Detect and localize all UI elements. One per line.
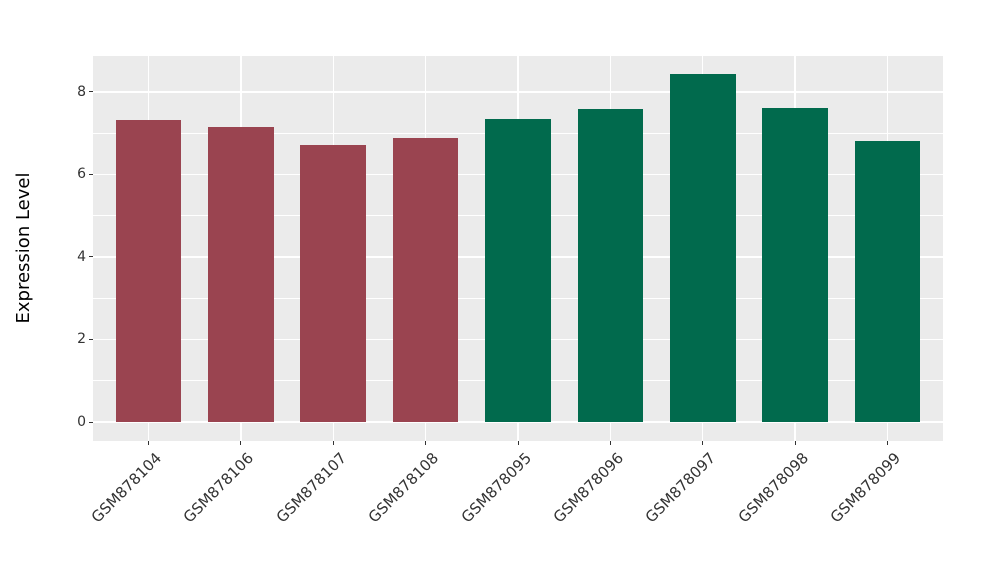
y-tick-label: 8 <box>77 83 86 100</box>
y-tick-mark <box>89 421 93 423</box>
y-tick-label: 2 <box>77 331 86 348</box>
x-tick-mark <box>517 441 519 445</box>
y-tick-label: 4 <box>77 248 86 265</box>
x-tick-label-GSM878099: GSM878099 <box>826 449 905 527</box>
bar-GSM878104 <box>115 119 182 422</box>
x-tick-mark <box>609 441 611 445</box>
x-tick-label-GSM878095: GSM878095 <box>457 449 535 527</box>
bar-GSM878098 <box>762 107 828 422</box>
y-tick-mark <box>89 91 93 93</box>
x-tick-mark <box>332 441 334 445</box>
x-tick-label-GSM878104: GSM878104 <box>87 449 166 527</box>
x-tick-label-GSM878106: GSM878106 <box>180 449 258 527</box>
x-tick-mark <box>794 441 796 445</box>
y-tick-label: 6 <box>77 166 86 183</box>
y-tick-mark <box>89 338 93 340</box>
bar-GSM878099 <box>854 141 921 422</box>
plot-panel <box>93 56 943 441</box>
bar-GSM878095 <box>485 119 551 422</box>
bar-GSM878107 <box>300 144 366 423</box>
y-axis-title: Expression Level <box>13 172 34 324</box>
y-tick-mark <box>89 173 93 175</box>
y-tick-label: 0 <box>77 414 86 431</box>
x-tick-label-GSM878107: GSM878107 <box>272 449 350 527</box>
x-tick-mark <box>702 441 704 445</box>
bar-GSM878106 <box>208 126 274 423</box>
x-tick-mark <box>147 441 149 445</box>
x-tick-label-GSM878096: GSM878096 <box>549 449 628 527</box>
x-tick-label-GSM878097: GSM878097 <box>642 449 720 527</box>
x-tick-mark <box>887 441 889 445</box>
x-tick-mark <box>240 441 242 445</box>
bar-GSM878097 <box>669 73 736 422</box>
x-tick-label-GSM878108: GSM878108 <box>365 449 443 527</box>
x-tick-label-GSM878098: GSM878098 <box>734 449 812 527</box>
bar-GSM878108 <box>392 138 459 422</box>
bar-GSM878096 <box>577 109 644 422</box>
y-tick-mark <box>89 256 93 258</box>
x-tick-mark <box>425 441 427 445</box>
